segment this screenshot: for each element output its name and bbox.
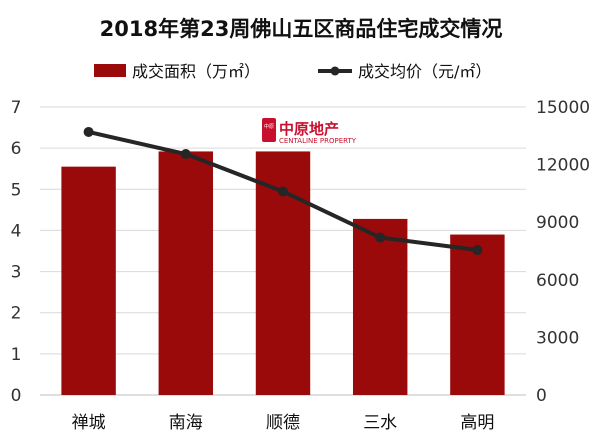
left-tick-label: 7 <box>11 98 22 118</box>
category-label-2: 顺德 <box>266 413 300 433</box>
category-label-0: 禅城 <box>72 413 106 433</box>
left-tick-label: 3 <box>11 263 22 283</box>
category-label-3: 三水 <box>363 413 397 433</box>
left-tick-label: 2 <box>11 304 22 324</box>
legend-label-area: 成交面积（万㎡） <box>132 62 260 81</box>
legend-label-price: 成交均价（元/㎡） <box>358 62 491 81</box>
right-tick-label: 15000 <box>536 98 590 118</box>
left-tick-label: 4 <box>11 221 22 241</box>
bar-4 <box>450 234 505 395</box>
bar-3 <box>352 218 408 395</box>
right-tick-label: 0 <box>536 386 547 406</box>
legend-swatch-bar <box>94 64 126 77</box>
right-tick-label: 3000 <box>536 328 579 348</box>
left-tick-label: 0 <box>11 386 22 406</box>
left-tick-label: 1 <box>11 345 22 365</box>
category-label-4: 高明 <box>460 413 494 433</box>
line-layer <box>83 126 483 256</box>
price-point-1 <box>180 149 191 160</box>
price-point-4 <box>472 245 483 256</box>
watermark-subtitle: CENTALINE PROPERTY <box>279 137 357 145</box>
price-point-2 <box>278 186 288 197</box>
legend: 成交面积（万㎡） 成交均价（元/㎡） <box>94 62 491 81</box>
price-point-0 <box>83 126 94 137</box>
price-point-3 <box>375 232 386 243</box>
chart-title: 2018年第23周佛山五区商品住宅成交情况 <box>100 17 503 41</box>
right-tick-label: 9000 <box>536 213 579 233</box>
left-axis: 0 1 2 3 4 5 6 7 <box>11 98 22 406</box>
left-tick-label: 5 <box>11 180 22 200</box>
left-tick-label: 6 <box>11 139 22 159</box>
watermark-logo-icon <box>262 118 276 142</box>
category-layer: 禅城 南海 顺德 三水 高明 <box>72 413 495 433</box>
right-axis: 0 3000 6000 9000 12000 15000 <box>536 98 590 406</box>
category-label-1: 南海 <box>169 413 203 433</box>
bar-1 <box>158 151 214 395</box>
bar-0 <box>61 166 116 395</box>
watermark-name: 中原地产 <box>279 120 339 138</box>
bars-layer <box>61 151 505 395</box>
right-tick-label: 12000 <box>536 156 590 176</box>
legend-swatch-marker <box>330 66 340 76</box>
watermark-logo-glyph: 中原 <box>264 123 274 130</box>
watermark: 中原 中原地产 CENTALINE PROPERTY <box>262 118 357 145</box>
right-tick-label: 6000 <box>536 271 579 291</box>
